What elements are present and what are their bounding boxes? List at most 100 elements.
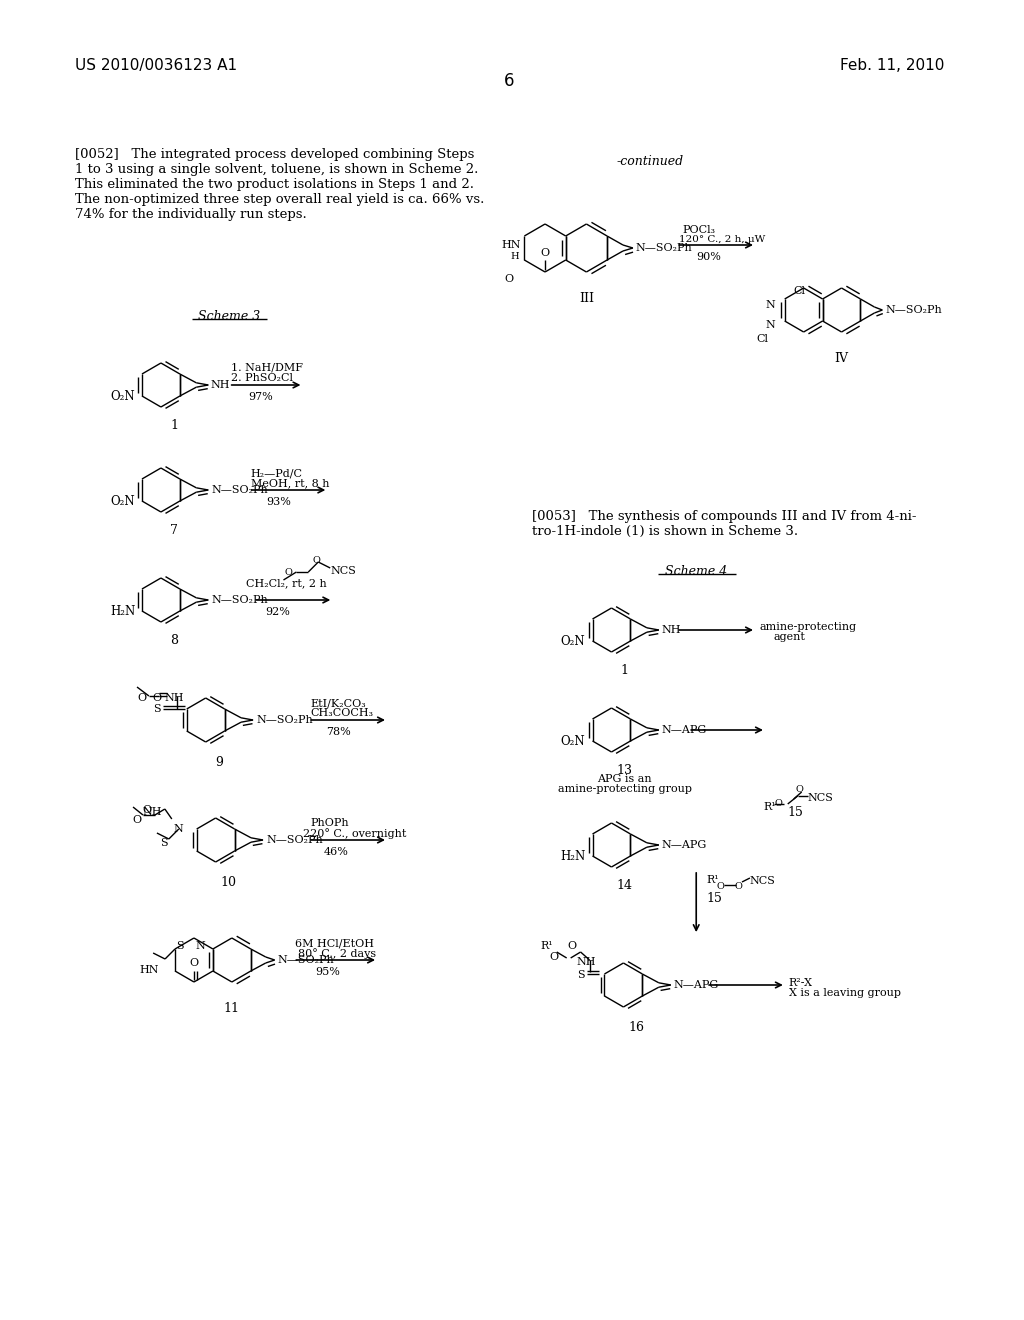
Text: 11: 11 xyxy=(224,1002,240,1015)
Text: agent: agent xyxy=(774,632,806,642)
Text: 220° C., overnight: 220° C., overnight xyxy=(303,828,407,840)
Text: 90%: 90% xyxy=(696,252,721,261)
Text: 93%: 93% xyxy=(266,498,292,507)
Text: S: S xyxy=(160,838,168,847)
Text: H₂—Pd/C: H₂—Pd/C xyxy=(251,469,303,478)
Text: 13: 13 xyxy=(616,764,633,777)
Text: 14: 14 xyxy=(616,879,633,892)
Text: X is a leaving group: X is a leaving group xyxy=(788,987,901,998)
Text: N: N xyxy=(196,941,206,950)
Text: O₂N: O₂N xyxy=(561,735,586,748)
Text: NH: NH xyxy=(577,957,596,968)
Text: O₂N: O₂N xyxy=(111,389,135,403)
Text: 8: 8 xyxy=(170,634,178,647)
Text: APG is an: APG is an xyxy=(597,774,652,784)
Text: N: N xyxy=(766,319,775,330)
Text: O: O xyxy=(142,805,152,814)
Text: 2. PhSO₂Cl: 2. PhSO₂Cl xyxy=(230,374,293,383)
Text: N—APG: N—APG xyxy=(662,725,708,735)
Text: R¹: R¹ xyxy=(540,941,553,950)
Text: N—SO₂Ph: N—SO₂Ph xyxy=(266,836,323,845)
Text: 80° C., 2 days: 80° C., 2 days xyxy=(298,948,377,958)
Text: NCS: NCS xyxy=(808,793,834,803)
Text: NCS: NCS xyxy=(750,876,776,886)
Text: O: O xyxy=(189,958,199,968)
Text: O: O xyxy=(775,800,782,808)
Text: 97%: 97% xyxy=(249,392,273,403)
Text: Feb. 11, 2010: Feb. 11, 2010 xyxy=(840,58,944,73)
Text: Scheme 3: Scheme 3 xyxy=(198,310,260,323)
Text: O: O xyxy=(132,814,141,825)
Text: 7: 7 xyxy=(170,524,178,537)
Text: NH: NH xyxy=(164,693,183,704)
Text: NH: NH xyxy=(662,624,681,635)
Text: -continued: -continued xyxy=(616,154,684,168)
Text: 6M HCl/EtOH: 6M HCl/EtOH xyxy=(295,939,375,948)
Text: O: O xyxy=(541,248,550,257)
Text: 10: 10 xyxy=(221,876,237,888)
Text: 16: 16 xyxy=(629,1020,644,1034)
Text: 9: 9 xyxy=(215,756,223,770)
Text: This eliminated the two product isolations in Steps 1 and 2.: This eliminated the two product isolatio… xyxy=(75,178,473,191)
Text: O: O xyxy=(137,693,146,704)
Text: N: N xyxy=(766,300,775,310)
Text: 95%: 95% xyxy=(315,968,340,977)
Text: O: O xyxy=(285,568,293,577)
Text: HN: HN xyxy=(139,965,159,975)
Text: H₂N: H₂N xyxy=(561,850,586,863)
Text: O: O xyxy=(550,952,559,962)
Text: N: N xyxy=(173,824,182,834)
Text: 1: 1 xyxy=(170,418,178,432)
Text: 1. NaH/DMF: 1. NaH/DMF xyxy=(230,363,303,374)
Text: O: O xyxy=(505,275,514,284)
Text: R²-X: R²-X xyxy=(788,978,813,987)
Text: O: O xyxy=(796,785,804,795)
Text: III: III xyxy=(579,292,594,305)
Text: amine-protecting: amine-protecting xyxy=(760,622,857,632)
Text: N—SO₂Ph: N—SO₂Ph xyxy=(886,305,942,315)
Text: 92%: 92% xyxy=(265,607,291,616)
Text: 1 to 3 using a single solvent, toluene, is shown in Scheme 2.: 1 to 3 using a single solvent, toluene, … xyxy=(75,162,478,176)
Text: 46%: 46% xyxy=(324,847,348,857)
Text: 120° C., 2 h, μW: 120° C., 2 h, μW xyxy=(679,235,766,244)
Text: [0052]   The integrated process developed combining Steps: [0052] The integrated process developed … xyxy=(75,148,474,161)
Text: tro-1H-indole (1) is shown in Scheme 3.: tro-1H-indole (1) is shown in Scheme 3. xyxy=(532,525,799,539)
Text: EtI/K₂CO₃: EtI/K₂CO₃ xyxy=(310,698,366,708)
Text: 6: 6 xyxy=(504,73,514,90)
Text: IV: IV xyxy=(835,352,849,366)
Text: R¹: R¹ xyxy=(764,803,776,812)
Text: 1: 1 xyxy=(621,664,629,677)
Text: CH₂Cl₂, rt, 2 h: CH₂Cl₂, rt, 2 h xyxy=(246,578,327,587)
Text: HN: HN xyxy=(502,240,521,249)
Text: H₂N: H₂N xyxy=(111,605,135,618)
Text: US 2010/0036123 A1: US 2010/0036123 A1 xyxy=(75,58,237,73)
Text: S: S xyxy=(154,704,161,714)
Text: N—SO₂Ph: N—SO₂Ph xyxy=(636,243,692,253)
Text: NH: NH xyxy=(142,807,162,817)
Text: PhOPh: PhOPh xyxy=(310,818,349,828)
Text: O₂N: O₂N xyxy=(561,635,586,648)
Text: amine-protecting group: amine-protecting group xyxy=(558,784,691,795)
Text: O: O xyxy=(153,693,162,704)
Text: H: H xyxy=(510,252,519,261)
Text: O: O xyxy=(734,882,742,891)
Text: 15: 15 xyxy=(787,807,804,818)
Text: 15: 15 xyxy=(707,892,722,906)
Text: N—SO₂Ph: N—SO₂Ph xyxy=(211,595,268,605)
Text: O: O xyxy=(312,556,321,565)
Text: O: O xyxy=(716,882,724,891)
Text: S: S xyxy=(176,941,184,950)
Text: R¹: R¹ xyxy=(707,875,719,884)
Text: POCl₃: POCl₃ xyxy=(682,224,716,235)
Text: Scheme 4: Scheme 4 xyxy=(666,565,727,578)
Text: The non-optimized three step overall real yield is ca. 66% vs.: The non-optimized three step overall rea… xyxy=(75,193,484,206)
Text: N—SO₂Ph: N—SO₂Ph xyxy=(256,715,312,725)
Text: 78%: 78% xyxy=(327,727,351,737)
Text: MeOH, rt, 8 h: MeOH, rt, 8 h xyxy=(251,478,329,488)
Text: N—APG: N—APG xyxy=(674,979,719,990)
Text: Cl: Cl xyxy=(794,286,806,296)
Text: N—SO₂Ph: N—SO₂Ph xyxy=(278,954,335,965)
Text: O: O xyxy=(567,941,577,950)
Text: NH: NH xyxy=(210,380,229,389)
Text: O₂N: O₂N xyxy=(111,495,135,508)
